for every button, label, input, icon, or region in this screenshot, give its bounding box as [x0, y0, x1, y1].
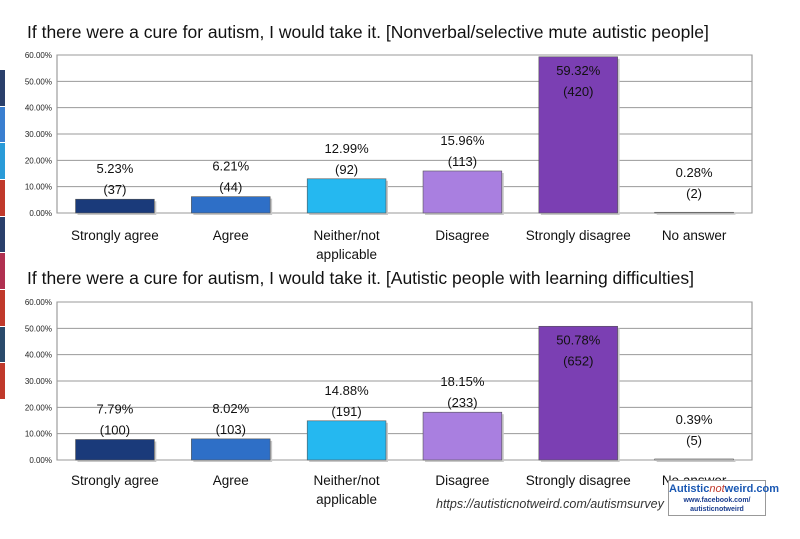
y-tick-label: 10.00% [25, 430, 52, 439]
logo-brand: Autisticnotweird.com [669, 483, 779, 496]
data-label-count: (233) [447, 395, 477, 410]
x-category-label: Disagree [435, 228, 489, 243]
data-label-percent: 15.96% [440, 133, 485, 148]
data-label-percent: 6.21% [212, 159, 249, 174]
chart-2-plot: 0.00% 10.00% 20.00% 30.00% 40.00% 50.00% 60.00… [25, 298, 753, 507]
y-tick-label: 10.00% [25, 183, 52, 192]
strip-segment [0, 216, 5, 253]
bar [538, 325, 618, 461]
x-category-label: Strongly agree [71, 473, 159, 488]
bar [654, 458, 734, 461]
logo-brand-part2: not [709, 483, 725, 495]
y-tick-label: 40.00% [25, 104, 52, 113]
y-tick-label: 50.00% [25, 77, 52, 86]
bar [538, 56, 618, 214]
data-label-percent: 18.15% [440, 374, 485, 389]
logo-facebook-line2: autisticnotweird [690, 506, 744, 513]
data-label-count: (100) [100, 422, 130, 437]
data-label-percent: 59.32% [556, 63, 601, 78]
x-category-label: Neither/not [314, 228, 380, 243]
data-label-percent: 5.23% [96, 161, 133, 176]
strip-segment [0, 70, 5, 106]
y-tick-label: 20.00% [25, 156, 52, 165]
data-label-percent: 7.79% [96, 401, 133, 416]
x-category-label: applicable [316, 247, 377, 262]
strip-segment [0, 143, 5, 179]
data-label-count: (2) [686, 186, 702, 201]
y-tick-label: 20.00% [25, 403, 52, 412]
x-category-label: Agree [213, 228, 249, 243]
data-label-count: (420) [563, 84, 593, 99]
data-label-count: (92) [335, 162, 358, 177]
data-label-count: (652) [563, 353, 593, 368]
y-tick-label: 60.00% [25, 298, 52, 307]
strip-segment [0, 253, 5, 289]
logo-brand-domain: .com [753, 483, 780, 495]
data-label-count: (113) [448, 154, 477, 169]
data-label-count: (37) [103, 182, 126, 197]
strip-segment [0, 106, 5, 143]
data-label-count: (44) [219, 180, 242, 195]
data-label-count: (103) [216, 422, 246, 437]
bar [306, 420, 387, 461]
logo-brand-part1: Autistic [669, 483, 710, 495]
y-tick-label: 30.00% [25, 377, 52, 386]
bar [75, 198, 155, 214]
y-tick-label: 60.00% [25, 51, 52, 60]
bar [422, 170, 503, 214]
x-category-label: Strongly disagree [526, 228, 631, 243]
x-category-label: applicable [316, 492, 377, 507]
data-label-percent: 12.99% [325, 141, 370, 156]
bar [191, 196, 271, 214]
bar [306, 178, 387, 214]
bar-shadow [656, 214, 736, 215]
y-tick-label: 0.00% [29, 456, 52, 465]
strip-segment [0, 363, 5, 399]
x-category-label: Neither/not [314, 473, 380, 488]
x-category-label: Strongly disagree [526, 473, 631, 488]
logo-facebook-line1: www.facebook.com/ [683, 497, 751, 504]
strip-segment [0, 326, 5, 363]
bar [75, 439, 155, 461]
x-category-label: Disagree [435, 473, 489, 488]
strip-segment [0, 290, 5, 326]
y-tick-label: 40.00% [25, 351, 52, 360]
data-label-percent: 0.39% [676, 412, 713, 427]
chart-1-title: If there were a cure for autism, I would… [27, 22, 709, 42]
data-label-count: (5) [686, 433, 702, 448]
x-category-label: Strongly agree [71, 228, 159, 243]
y-tick-label: 0.00% [29, 209, 52, 218]
logo-brand-part3: weird [724, 483, 754, 495]
data-label-percent: 14.88% [325, 383, 370, 398]
bar-shadow [656, 460, 736, 462]
y-tick-label: 30.00% [25, 130, 52, 139]
x-category-label: No answer [662, 228, 727, 243]
bar [654, 211, 734, 214]
data-label-count: (191) [331, 404, 361, 419]
x-category-label: Agree [213, 473, 249, 488]
y-tick-label: 50.00% [25, 324, 52, 333]
data-label-percent: 50.78% [556, 332, 601, 347]
chart-2-title: If there were a cure for autism, I would… [27, 268, 694, 288]
chart-1-plot: 0.00% 10.00% 20.00% 30.00% 40.00% 50.00% 60.00… [25, 51, 753, 262]
source-url[interactable]: https://autisticnotweird.com/autismsurve… [436, 497, 664, 511]
autisticnotweird-logo: Autisticnotweird.com www.facebook.com/ a… [668, 480, 779, 516]
data-label-percent: 0.28% [676, 165, 713, 180]
strip-segment [0, 180, 5, 216]
bar [422, 411, 503, 461]
data-label-percent: 8.02% [212, 401, 249, 416]
bar [191, 438, 271, 461]
